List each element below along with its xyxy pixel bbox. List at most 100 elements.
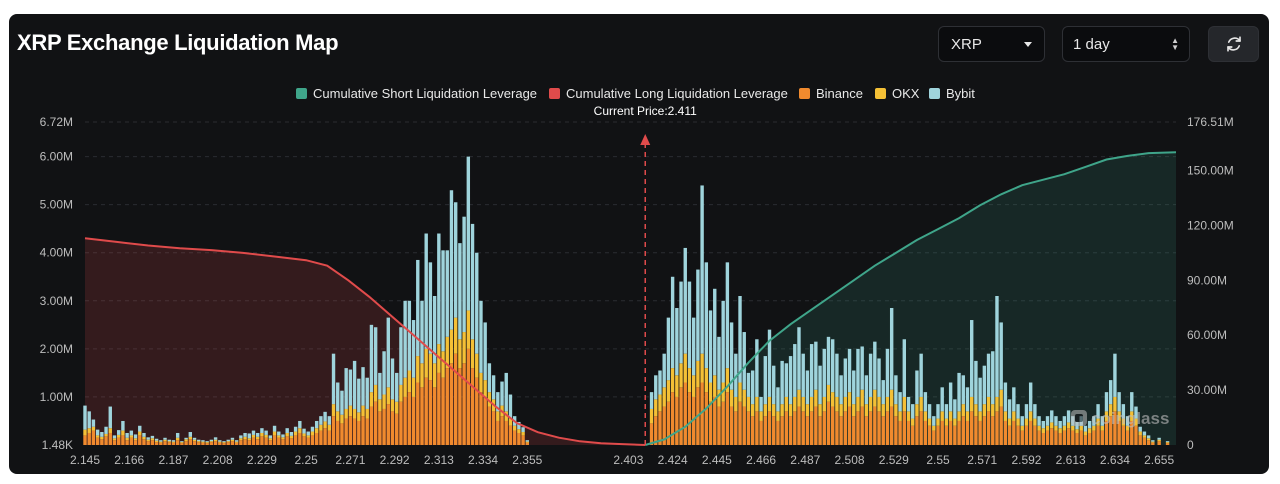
y-left-tick-label: 3.00M [40,294,73,308]
bar-binance [649,423,654,445]
bar-bybit [91,419,96,427]
bar-okx [742,389,746,407]
bar-okx [1130,411,1134,421]
bar-stack [923,392,928,445]
bar-stack [729,322,734,445]
bar-binance [847,406,852,445]
bar-stack [961,375,965,445]
bar-okx [323,421,327,429]
bar-bybit [171,440,176,442]
x-tick-label: 2.634 [1100,453,1130,467]
bar-bybit [234,440,239,442]
bar-binance [386,404,390,445]
legend-label: Binance [816,86,863,101]
bar-bybit [508,394,513,419]
bar-binance [814,406,818,445]
bar-bybit [466,156,471,311]
bar-stack [717,336,721,445]
bar-okx [247,438,251,441]
bar-bybit [797,327,801,390]
bar-okx [449,329,454,364]
legend-item[interactable]: OKX [875,86,920,101]
bar-binance [742,406,746,445]
bar-okx [881,404,885,417]
legend-item[interactable]: Binance [799,86,863,101]
bar-stack [382,351,386,445]
bar-okx [129,435,134,438]
cumulative-long-line [84,237,646,446]
bar-okx [285,432,289,437]
bar-binance [167,442,171,445]
bar-binance [293,435,298,445]
bar-bybit [1130,392,1134,412]
bar-bybit [420,300,424,364]
bar-bybit [839,375,843,405]
legend-item[interactable]: Cumulative Long Liquidation Leverage [549,86,788,101]
bar-bybit [310,426,315,432]
x-tick-label: 2.592 [1011,453,1041,467]
bar-stack [809,344,814,445]
bar-bybit [683,247,687,354]
bar-binance [352,418,357,445]
bar-binance [822,411,826,445]
bar-stack [483,322,487,445]
bar-binance [184,441,188,445]
bar-binance [407,392,412,445]
bar-okx [670,368,675,393]
bar-okx [717,389,721,407]
bar-stack [662,353,666,445]
bar-okx [982,404,987,417]
bar-okx [919,396,923,412]
bar-stack [163,437,167,445]
bar-okx [411,377,416,397]
bar-stack [432,296,437,445]
bar-bybit [403,300,407,378]
bar-bybit [856,348,860,397]
y-left-tick-label: 4.00M [40,246,73,260]
bar-okx [302,433,306,437]
bar-binance [365,418,369,445]
bar-stack [1151,440,1155,445]
bar-binance [483,396,487,445]
bar-okx [940,411,944,421]
bar-stack [112,435,117,445]
coin-select[interactable]: XRP [938,26,1045,62]
bar-okx [970,396,974,412]
bar-okx [201,441,205,443]
bar-bybit [1096,404,1100,419]
legend-item[interactable]: Bybit [929,86,975,101]
bar-stack [1092,416,1096,445]
bar-binance [708,401,713,445]
bar-bybit [750,370,755,405]
x-tick-label: 2.466 [746,453,776,467]
bar-binance [835,411,839,445]
bar-stack [268,435,273,445]
bar-stack [894,375,898,445]
bar-okx [260,432,264,437]
bar-binance [662,406,666,445]
bar-okx [112,438,117,441]
bar-stack [704,262,709,445]
bar-okx [175,437,180,441]
bar-stack [428,262,433,445]
bar-stack [508,394,513,445]
bar-stack [521,427,525,445]
bar-binance [479,392,483,445]
bar-okx [1121,418,1126,426]
x-tick-label: 2.655 [1144,453,1174,467]
bar-okx [734,396,738,412]
legend-item[interactable]: Cumulative Short Liquidation Leverage [296,86,537,101]
bar-stack [239,435,243,445]
bar-binance [1062,430,1067,445]
bar-binance [504,420,508,445]
bar-okx [1125,425,1130,431]
bar-okx [658,394,662,412]
bar-bybit [479,300,483,373]
bar-bybit [475,252,479,354]
bar-binance [302,436,306,445]
bar-stack [357,378,361,445]
bar-stack [1100,416,1104,445]
range-select[interactable]: 1 day ▲ ▼ [1062,26,1190,62]
bar-stack [847,348,852,445]
refresh-button[interactable] [1208,26,1259,62]
